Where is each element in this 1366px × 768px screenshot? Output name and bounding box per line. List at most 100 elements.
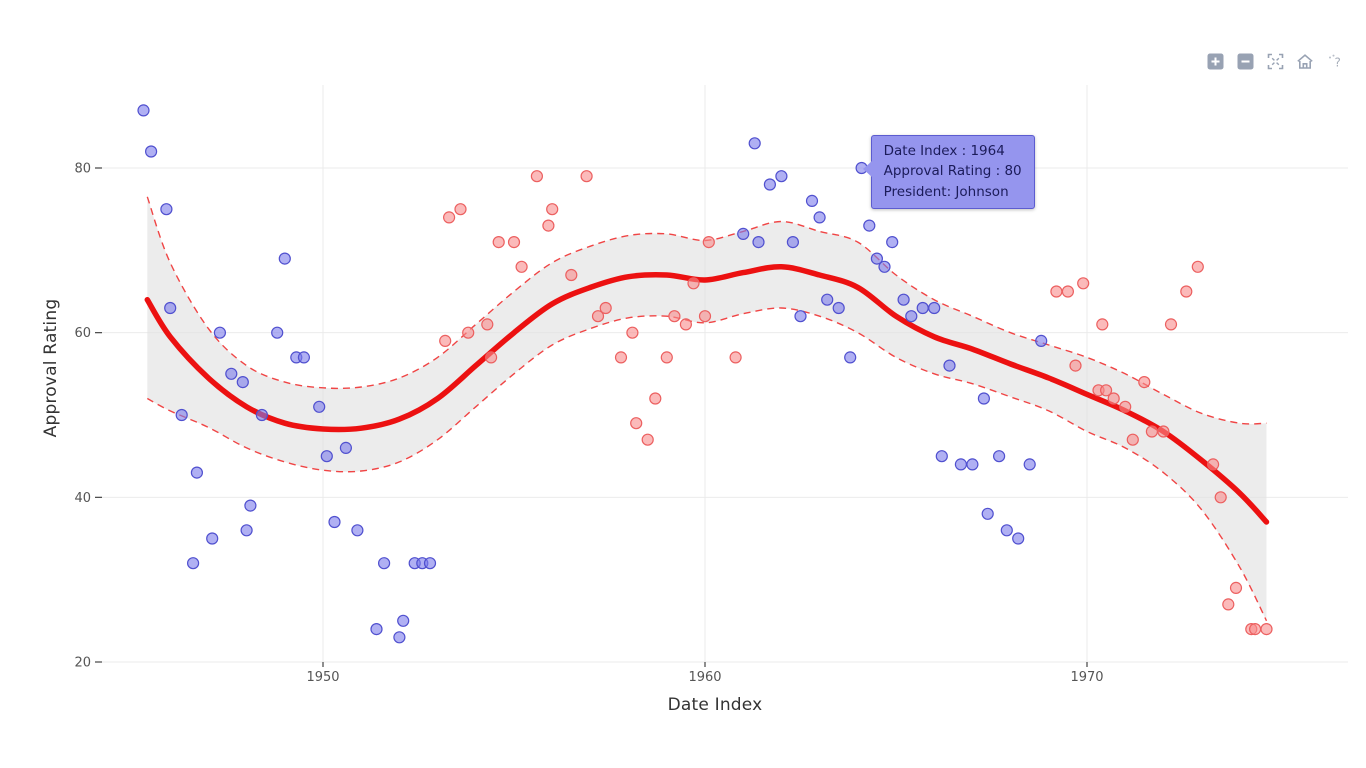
scatter-point-Truman[interactable]	[297, 351, 310, 364]
scatter-point-Eisenhower[interactable]	[649, 392, 662, 405]
scatter-point-Nixon[interactable]	[1260, 622, 1273, 636]
scatter-point-Kennedy[interactable]	[813, 211, 826, 224]
scatter-point-Nixon[interactable]	[1138, 376, 1151, 389]
hover-tool-icon[interactable]: ?	[1326, 52, 1344, 70]
scatter-point-Kennedy[interactable]	[752, 236, 765, 249]
scatter-point-Kennedy[interactable]	[763, 178, 777, 191]
scatter-point-Johnson[interactable]	[897, 293, 910, 306]
scatter-point-Truman[interactable]	[271, 326, 284, 339]
scatter-point-Eisenhower[interactable]	[580, 170, 593, 183]
scatter-point-Nixon[interactable]	[1126, 433, 1139, 446]
scatter-point-Eisenhower[interactable]	[702, 236, 715, 249]
scatter-point-Eisenhower[interactable]	[515, 260, 528, 273]
scatter-point-Eisenhower[interactable]	[454, 203, 467, 216]
scatter-point-Nixon[interactable]	[1222, 598, 1235, 611]
scatter-point-Johnson[interactable]	[966, 458, 979, 471]
scatter-point-Johnson[interactable]	[992, 450, 1006, 463]
scatter-point-Nixon[interactable]	[1164, 318, 1178, 331]
scatter-point-Kennedy[interactable]	[786, 236, 800, 249]
scatter-point-Kennedy[interactable]	[737, 227, 750, 240]
scatter-point-Nixon[interactable]	[1145, 425, 1159, 438]
autoscale-icon[interactable]	[1266, 52, 1284, 70]
scatter-point-Kennedy[interactable]	[844, 351, 857, 364]
scatter-point-Truman[interactable]	[145, 145, 158, 158]
scatter-point-Truman[interactable]	[213, 326, 226, 339]
scatter-point-Eisenhower[interactable]	[591, 310, 605, 323]
scatter-point-Eisenhower[interactable]	[668, 310, 681, 323]
scatter-point-Truman[interactable]	[225, 367, 238, 380]
scatter-point-Eisenhower[interactable]	[439, 334, 452, 347]
scatter-point-Johnson[interactable]	[1000, 524, 1013, 537]
scatter-point-Truman[interactable]	[206, 532, 219, 545]
scatter-point-Eisenhower[interactable]	[698, 310, 712, 323]
zoom-in-icon[interactable]	[1206, 52, 1224, 70]
scatter-point-Eisenhower[interactable]	[599, 301, 612, 315]
scatter-point-Truman[interactable]	[423, 557, 437, 570]
scatter-point-Eisenhower[interactable]	[641, 433, 654, 446]
scatter-point-Johnson[interactable]	[905, 310, 918, 323]
scatter-point-Nixon[interactable]	[1077, 277, 1090, 290]
scatter-point-Truman[interactable]	[160, 203, 173, 216]
scatter-point-Eisenhower[interactable]	[485, 351, 498, 364]
scatter-point-Johnson[interactable]	[1023, 458, 1036, 471]
scatter-point-Kennedy[interactable]	[805, 194, 819, 207]
scatter-point-Truman[interactable]	[378, 557, 391, 570]
scatter-point-Truman[interactable]	[236, 376, 249, 389]
scatter-point-Truman[interactable]	[175, 408, 188, 422]
scatter-point-Nixon[interactable]	[1069, 359, 1082, 372]
scatter-point-Johnson[interactable]	[981, 507, 994, 520]
scatter-point-Johnson[interactable]	[863, 219, 876, 232]
scatter-point-Kennedy[interactable]	[832, 301, 845, 315]
scatter-point-Eisenhower[interactable]	[729, 351, 742, 364]
scatter-point-Nixon[interactable]	[1061, 285, 1075, 298]
scatter-point-Eisenhower[interactable]	[507, 236, 521, 249]
home-icon[interactable]	[1296, 52, 1314, 70]
scatter-point-Johnson[interactable]	[935, 450, 948, 463]
scatter-point-Johnson[interactable]	[1035, 334, 1048, 347]
scatter-point-Truman[interactable]	[190, 466, 203, 479]
scatter-point-Kennedy[interactable]	[794, 310, 807, 323]
scatter-point-Johnson[interactable]	[878, 260, 891, 273]
scatter-point-Nixon[interactable]	[1096, 318, 1109, 331]
scatter-point-Eisenhower[interactable]	[530, 170, 544, 183]
scatter-point-Eisenhower[interactable]	[481, 318, 494, 331]
scatter-point-Truman[interactable]	[244, 499, 257, 512]
scatter-point-Truman[interactable]	[313, 400, 326, 413]
scatter-point-Nixon[interactable]	[1099, 384, 1113, 397]
scatter-point-Eisenhower[interactable]	[462, 326, 475, 339]
scatter-point-Johnson[interactable]	[954, 458, 968, 471]
scatter-point-Nixon[interactable]	[1119, 400, 1132, 413]
scatter-point-Truman[interactable]	[320, 450, 333, 463]
scatter-point-Truman[interactable]	[328, 515, 341, 529]
scatter-point-Nixon[interactable]	[1191, 260, 1204, 273]
scatter-point-Kennedy[interactable]	[775, 170, 788, 183]
scatter-point-Nixon[interactable]	[1157, 425, 1170, 438]
scatter-point-Johnson[interactable]	[870, 252, 884, 265]
scatter-point-Eisenhower[interactable]	[542, 219, 555, 232]
scatter-point-Eisenhower[interactable]	[443, 211, 456, 224]
scatter-point-Nixon[interactable]	[1107, 392, 1120, 405]
scatter-point-Truman[interactable]	[137, 104, 150, 117]
scatter-point-Eisenhower[interactable]	[492, 236, 505, 249]
scatter-point-Truman[interactable]	[164, 301, 177, 315]
scatter-point-Eisenhower[interactable]	[546, 203, 559, 216]
scatter-point-Eisenhower[interactable]	[660, 351, 673, 364]
scatter-point-Nixon[interactable]	[1214, 491, 1227, 504]
scatter-point-Eisenhower[interactable]	[679, 318, 693, 331]
scatter-point-Eisenhower[interactable]	[626, 326, 639, 339]
scatter-point-Nixon[interactable]	[1248, 622, 1262, 636]
scatter-point-Johnson[interactable]	[943, 359, 956, 372]
scatter-point-Eisenhower[interactable]	[630, 417, 643, 430]
zoom-out-icon[interactable]	[1236, 52, 1254, 70]
scatter-point-Eisenhower[interactable]	[614, 351, 628, 364]
scatter-point-Johnson[interactable]	[977, 392, 991, 405]
scatter-point-Nixon[interactable]	[1229, 581, 1243, 595]
scatter-point-Truman[interactable]	[339, 441, 352, 454]
scatter-point-Eisenhower[interactable]	[565, 268, 578, 282]
scatter-point-Truman[interactable]	[351, 524, 364, 537]
scatter-point-Johnson[interactable]	[916, 301, 929, 315]
scatter-point-Truman[interactable]	[187, 557, 200, 570]
scatter-point-Truman[interactable]	[240, 524, 253, 537]
scatter-point-Johnson[interactable]	[1012, 532, 1025, 545]
